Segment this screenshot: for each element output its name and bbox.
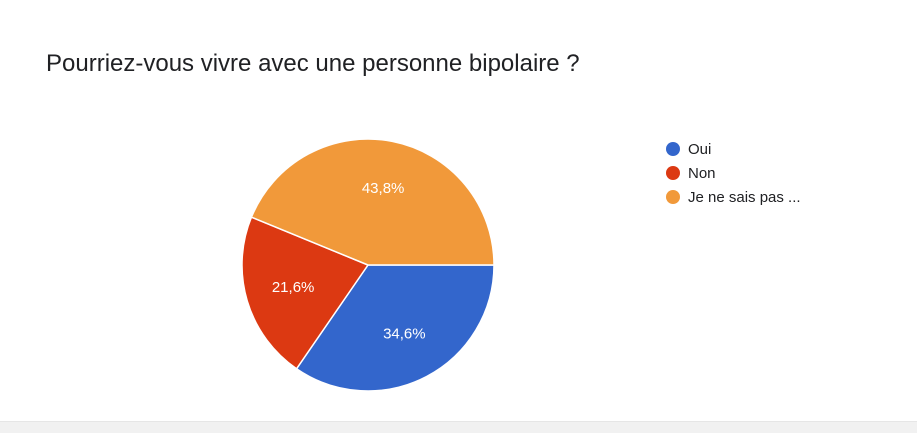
pie-label-je-ne-sais-pas: 43,8%	[362, 180, 405, 197]
pie-slice-non[interactable]	[241, 216, 370, 370]
legend-item-oui[interactable]: Oui	[666, 137, 801, 161]
legend-swatch-je-ne-sais-pas	[666, 190, 680, 204]
legend-swatch-oui	[666, 142, 680, 156]
legend-item-non[interactable]: Non	[666, 161, 801, 185]
pie-slices	[241, 138, 495, 392]
chart-card: Pourriez-vous vivre avec une personne bi…	[46, 50, 801, 392]
pie-chart: 34,6% 21,6% 43,8%	[241, 138, 495, 392]
legend-swatch-non	[666, 166, 680, 180]
legend-item-je-ne-sais-pas[interactable]: Je ne sais pas ...	[666, 185, 801, 209]
pie-labels: 34,6% 21,6% 43,8%	[272, 180, 426, 343]
chart-title: Pourriez-vous vivre avec une personne bi…	[46, 50, 580, 77]
pie-label-oui: 34,6%	[383, 326, 426, 343]
legend-label-non: Non	[688, 164, 716, 182]
chart-legend: Oui Non Je ne sais pas ...	[666, 137, 801, 209]
pie-slice-oui[interactable]	[295, 264, 495, 392]
legend-label-oui: Oui	[688, 140, 712, 158]
legend-label-je-ne-sais-pas: Je ne sais pas ...	[688, 188, 801, 206]
pie-slice-je-ne-sais-pas[interactable]	[250, 138, 495, 266]
bottom-strip	[0, 421, 917, 433]
pie-label-non: 21,6%	[272, 279, 315, 296]
